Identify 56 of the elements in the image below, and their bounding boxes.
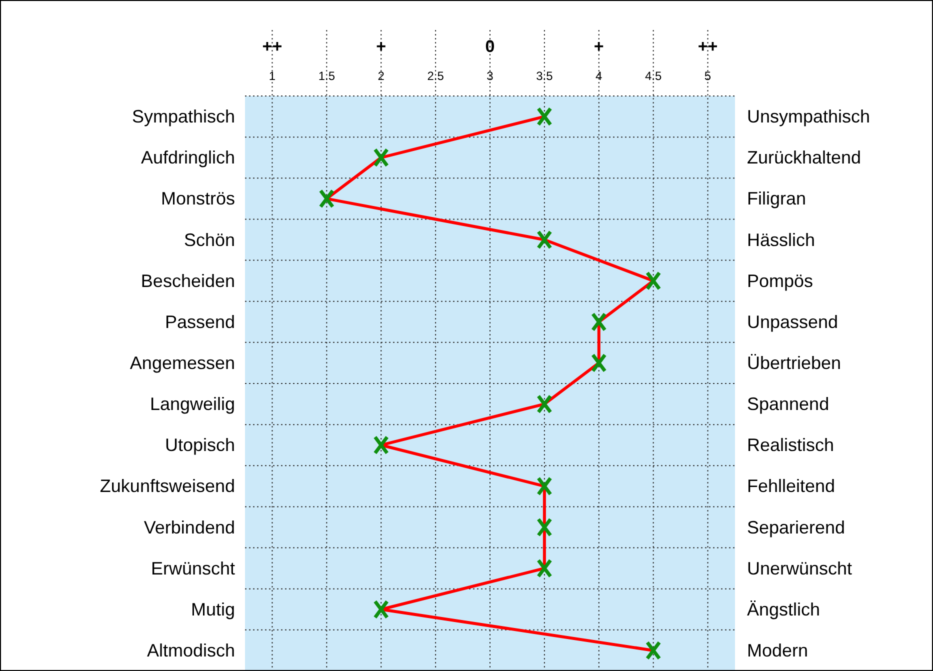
x-tick-label: 5 [704,69,712,83]
x-tick-label: 2 [378,69,385,83]
y-tick-label: Mutig [190,599,235,620]
y-tick-label: Angemessen [130,352,235,373]
text: ++ [698,37,718,56]
y-tick-label: Sympathisch [132,106,235,127]
point [646,271,662,291]
y-tick-label: Schön [184,230,235,250]
y-tick-label: Erwünscht [150,558,235,578]
y-tick-label: Zukunftsweisend [100,476,235,496]
y-tick-label: Passend [164,312,235,332]
text: + [376,37,386,56]
text: 0 [485,37,495,56]
y2-tick-label: Modern [747,640,808,660]
y2-tick-label: Realistisch [747,435,834,456]
y2-tick-label: Übertrieben [747,352,842,373]
y-tick-label: Verbindend [144,517,235,538]
point [536,476,552,496]
y2-tick-label: Fehlleitend [747,476,836,496]
text: + [594,37,604,56]
y2-tick-label: Unpassend [747,312,838,332]
point [591,353,607,373]
x-tick-label: 4.5 [644,69,662,83]
x-tick-label: 2.5 [427,69,444,83]
point [373,435,389,455]
point [536,106,552,126]
point [646,640,662,660]
y-tick-label: Aufdringlich [140,148,235,168]
point [373,148,389,168]
y2-tick-label: Unerwünscht [747,558,852,578]
point [536,394,552,414]
y-tick-label: Monströs [160,188,235,209]
text: ++ [262,37,282,56]
y2-tick-label: Spannend [747,394,830,414]
point [536,230,552,250]
y2-tick-label: Unsympathisch [747,106,870,127]
y-tick-label: Langweilig [150,394,235,414]
y-tick-label: Bescheiden [140,270,235,291]
point [591,312,607,332]
y2-tick-label: Hässlich [747,230,816,250]
point [536,558,552,578]
y2-tick-label: Zurückhaltend [747,148,862,168]
y2-tick-label: Ängstlich [747,599,820,620]
x-tick-label: 4 [596,69,603,83]
point [373,600,389,620]
x-tick-label: 3 [486,69,494,83]
y2-tick-label: Filigran [747,188,806,209]
y-tick-label: Utopisch [164,435,235,456]
point [536,518,552,537]
x-tick-label: 1.5 [318,69,336,83]
x-tick-label: 3.5 [536,69,554,83]
x-tick-label: 1 [268,69,276,83]
y2-tick-label: Separierend [747,517,846,538]
point [318,188,334,208]
y2-tick-label: Pompös [747,270,814,291]
y-tick-label: Altmodisch [146,640,235,660]
